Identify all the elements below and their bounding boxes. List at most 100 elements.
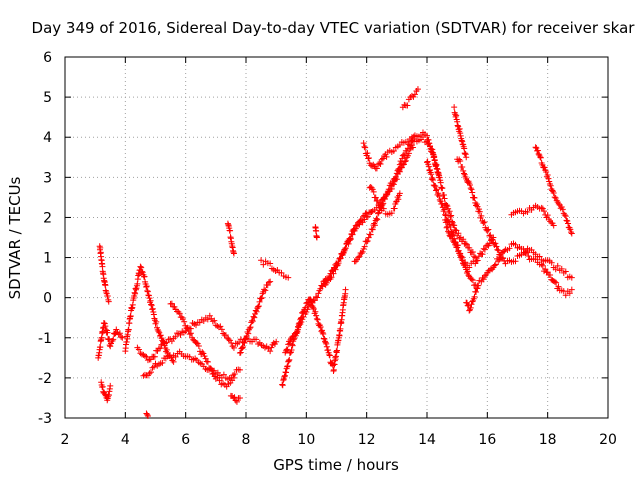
data-point [545, 175, 552, 182]
data-point [400, 151, 407, 158]
data-point [378, 156, 385, 163]
data-point [486, 240, 493, 247]
data-point [388, 210, 395, 217]
data-point [374, 216, 381, 223]
data-point [481, 272, 488, 279]
data-point [239, 344, 246, 351]
x-tick-label: 8 [242, 432, 251, 448]
data-point [487, 232, 494, 239]
y-tick-label: -1 [38, 331, 52, 347]
data-point [524, 208, 531, 215]
data-point [461, 150, 468, 157]
data-point [453, 112, 460, 119]
data-point [105, 298, 112, 305]
data-point [217, 323, 224, 330]
data-point [424, 158, 431, 165]
data-point [429, 146, 436, 153]
data-point [376, 160, 383, 167]
x-tick-labels: 2 4 6 8 10 12 14 16 18 20 [61, 432, 617, 448]
data-point [332, 266, 339, 273]
data-point [496, 251, 503, 258]
data-point [538, 204, 545, 211]
data-point [399, 155, 406, 162]
data-point [313, 234, 320, 241]
data-point [447, 213, 454, 220]
data-point [451, 104, 458, 111]
data-point [541, 208, 548, 215]
data-point [380, 200, 387, 207]
series-s26 [508, 202, 557, 229]
data-point [200, 350, 207, 357]
data-point [383, 153, 390, 160]
data-point [283, 346, 290, 353]
data-point [457, 250, 464, 257]
data-point [404, 102, 411, 109]
data-point [258, 295, 265, 302]
data-point [204, 358, 211, 365]
data-point [468, 276, 475, 283]
data-point [236, 394, 243, 401]
data-point [466, 264, 473, 271]
data-point [537, 154, 544, 161]
data-point [462, 259, 469, 266]
data-point [356, 221, 363, 228]
data-point [281, 373, 288, 380]
y-tick-label: 0 [43, 291, 52, 307]
data-point [552, 266, 559, 273]
data-point [337, 325, 344, 332]
data-point [547, 182, 554, 189]
data-point [279, 381, 286, 388]
x-tick-label: 18 [539, 432, 557, 448]
data-point [150, 308, 157, 315]
data-point [439, 185, 446, 192]
data-point [153, 318, 160, 325]
data-point [326, 352, 333, 359]
data-point [280, 377, 287, 384]
data-point [149, 305, 156, 312]
data-point [265, 279, 272, 286]
data-point [367, 231, 374, 238]
data-point [425, 136, 432, 143]
data-point [175, 308, 182, 315]
data-point [101, 320, 108, 327]
data-point [461, 145, 468, 152]
data-point [247, 324, 254, 331]
data-point [180, 315, 187, 322]
y-tick-label: 5 [43, 90, 52, 106]
data-point [555, 200, 562, 207]
data-point [468, 186, 475, 193]
data-point [159, 359, 166, 366]
data-point [459, 254, 466, 261]
data-point [512, 258, 519, 265]
data-point [396, 190, 403, 197]
data-point [463, 299, 470, 306]
data-point [299, 310, 306, 317]
data-point [408, 92, 415, 99]
data-point [541, 164, 548, 171]
data-point [356, 253, 363, 260]
series-s5 [134, 312, 280, 364]
data-point [460, 236, 467, 243]
data-point [537, 154, 544, 161]
data-point [425, 163, 432, 170]
x-tick-label: 10 [297, 432, 315, 448]
data-point [317, 324, 324, 331]
data-point [456, 125, 463, 132]
data-point [253, 336, 260, 343]
data-point [460, 167, 467, 174]
data-point [314, 294, 321, 301]
x-tick-label: 4 [121, 432, 130, 448]
data-point [463, 241, 470, 248]
data-point [438, 184, 445, 191]
data-point [562, 268, 569, 275]
data-point [147, 297, 154, 304]
data-point [320, 330, 327, 337]
data-point [267, 260, 274, 267]
data-point [568, 274, 575, 281]
data-point [441, 206, 448, 213]
data-point [554, 262, 561, 269]
data-point [177, 331, 184, 338]
data-point [328, 274, 335, 281]
data-point [308, 298, 315, 305]
data-point [547, 271, 554, 278]
